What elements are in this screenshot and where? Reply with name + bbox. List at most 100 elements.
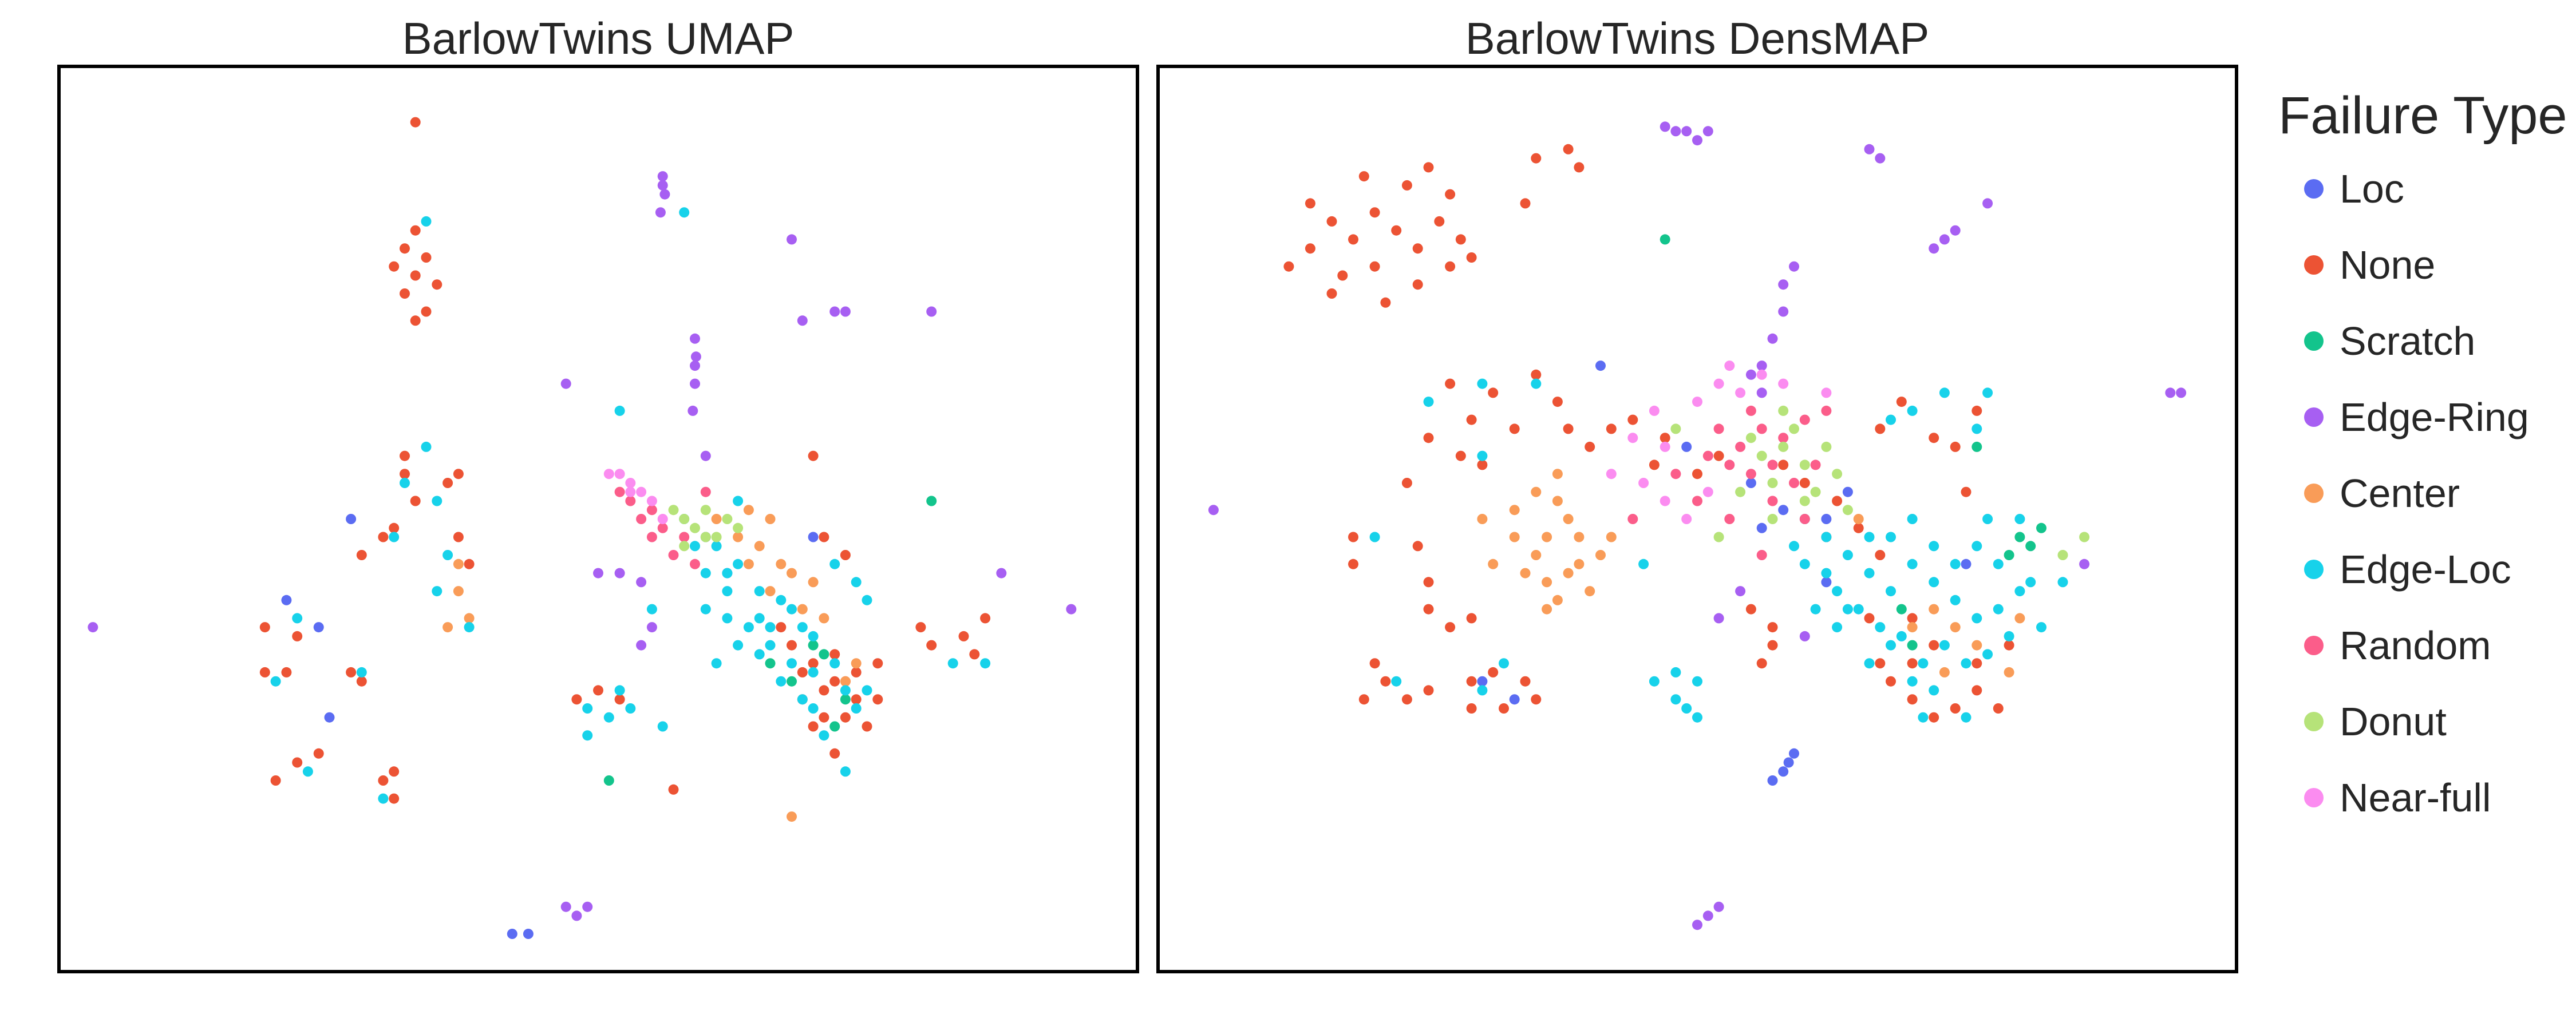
umap-point-none: [421, 306, 432, 317]
densmap-point-none: [1971, 658, 1982, 669]
densmap-point-edge-loc: [1692, 676, 1702, 687]
umap-point-near-full: [625, 478, 636, 488]
umap-point-center: [743, 558, 754, 569]
legend-swatch-loc: [2304, 179, 2324, 199]
densmap-series-random: [1627, 405, 1832, 560]
umap-point-edge-loc: [797, 622, 808, 633]
umap-point-random: [614, 486, 625, 497]
densmap-point-center: [1542, 532, 1552, 542]
densmap-point-random: [1756, 550, 1767, 560]
umap-point-none: [915, 622, 926, 633]
densmap-point-donut: [1745, 433, 1756, 443]
umap-point-edge-loc: [851, 577, 862, 588]
densmap-point-edge-ring: [1670, 126, 1681, 137]
densmap-point-none: [1660, 433, 1670, 443]
densmap-point-edge-loc: [1821, 532, 1832, 542]
densmap-point-edge-loc: [1531, 378, 1542, 389]
umap-point-center: [787, 811, 797, 822]
umap-point-edge-ring: [593, 568, 603, 579]
umap-point-none: [980, 613, 991, 624]
densmap-point-donut: [1767, 478, 1778, 488]
densmap-point-edge-loc: [1886, 640, 1896, 651]
densmap-point-edge-loc: [1853, 604, 1864, 615]
umap-point-random: [646, 505, 657, 516]
umap-point-loc: [313, 622, 324, 633]
umap-point-edge-loc: [776, 676, 787, 687]
umap-point-center: [765, 586, 776, 597]
umap-point-none: [389, 766, 400, 777]
densmap-point-random: [1767, 459, 1778, 470]
umap-series-loc: [281, 514, 819, 939]
umap-point-center: [765, 514, 776, 524]
densmap-point-none: [1348, 234, 1358, 245]
densmap-point-edge-loc: [1864, 658, 1875, 669]
umap-point-none: [389, 261, 400, 272]
umap-point-edge-loc: [765, 640, 776, 651]
densmap-point-random: [1767, 496, 1778, 506]
densmap-point-edge-ring: [1799, 631, 1810, 641]
densmap-point-none: [1886, 676, 1896, 687]
umap-point-edge-ring: [582, 901, 593, 912]
densmap-point-none: [1488, 387, 1499, 398]
umap-point-edge-loc: [302, 766, 313, 777]
umap-point-edge-ring: [690, 378, 700, 389]
densmap-point-none: [1488, 667, 1499, 678]
umap-point-none: [819, 685, 829, 696]
umap-point-edge-loc: [690, 541, 700, 552]
densmap-point-edge-loc: [1886, 586, 1896, 597]
densmap-point-near-full: [1713, 378, 1724, 389]
umap-point-edge-loc: [442, 550, 453, 560]
densmap-point-loc: [1767, 775, 1778, 786]
densmap-point-near-full: [1778, 378, 1789, 389]
umap-point-center: [754, 541, 765, 552]
umap-series-none: [259, 117, 991, 804]
densmap-point-loc: [1821, 514, 1832, 524]
densmap-point-edge-ring: [1702, 910, 1713, 921]
densmap-point-center: [1488, 558, 1499, 569]
densmap-series-scratch: [1660, 234, 2046, 651]
densmap-point-edge-ring: [1713, 901, 1724, 912]
densmap-point-none: [1401, 478, 1412, 488]
densmap-series-donut: [1670, 405, 2090, 560]
umap-point-edge-loc: [743, 622, 754, 633]
densmap-point-donut: [1670, 423, 1681, 434]
densmap-point-none: [1574, 162, 1585, 173]
densmap-point-donut: [1799, 496, 1810, 506]
densmap-point-edge-loc: [1477, 450, 1488, 461]
umap-point-none: [872, 694, 883, 705]
densmap-point-edge-loc: [1993, 558, 2004, 569]
densmap-point-edge-loc: [1477, 378, 1488, 389]
umap-point-none: [400, 243, 410, 254]
umap-series-center: [442, 505, 862, 822]
densmap-point-near-full: [1660, 441, 1670, 452]
umap-point-none: [453, 469, 464, 480]
densmap-point-edge-loc: [1929, 685, 1939, 696]
umap-point-edge-loc: [432, 586, 442, 597]
umap-point-edge-loc: [797, 694, 808, 705]
umap-point-loc: [346, 514, 357, 524]
densmap-point-none: [1767, 622, 1778, 633]
densmap-point-loc: [1778, 505, 1789, 516]
umap-point-edge-loc: [840, 685, 851, 696]
densmap-scatter-plot: [1208, 121, 2187, 930]
densmap-point-loc: [1681, 441, 1692, 452]
densmap-point-none: [1401, 180, 1412, 191]
umap-point-near-full: [657, 514, 668, 524]
umap-point-edge-loc: [829, 558, 840, 569]
umap-point-none: [464, 558, 475, 569]
umap-point-edge-loc: [292, 613, 303, 624]
umap-point-none: [819, 532, 829, 542]
umap-point-edge-loc: [582, 703, 593, 714]
umap-point-donut: [679, 541, 690, 552]
densmap-point-loc: [1745, 478, 1756, 488]
densmap-point-none: [1929, 712, 1939, 723]
densmap-point-none: [1466, 703, 1477, 714]
umap-point-donut: [700, 532, 711, 542]
densmap-point-center: [1477, 514, 1488, 524]
umap-point-edge-ring: [690, 333, 700, 344]
umap-point-random: [700, 486, 711, 497]
umap-point-none: [259, 622, 270, 633]
legend-item-random: Random: [2278, 607, 2567, 683]
umap-point-none: [926, 640, 937, 651]
umap-point-edge-loc: [421, 441, 432, 452]
